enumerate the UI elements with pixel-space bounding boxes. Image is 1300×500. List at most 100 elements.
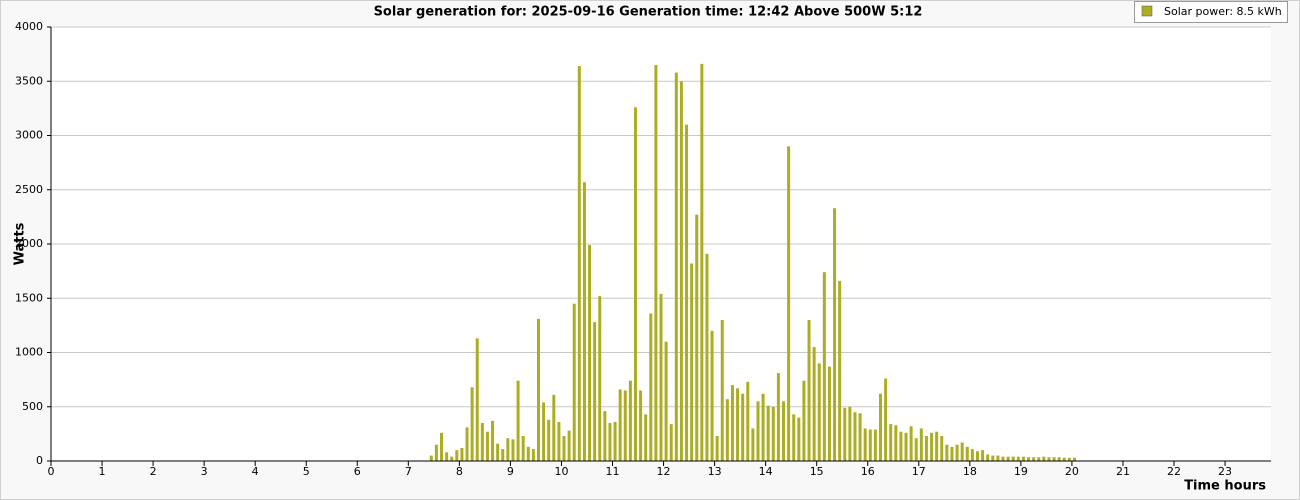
bar [868,429,872,461]
x-tick-label: 12 [657,465,671,478]
bar [833,208,837,461]
x-tick-label: 20 [1065,465,1079,478]
bar [878,393,882,461]
y-tick-label: 1500 [15,291,43,304]
x-tick-label: 19 [1014,465,1028,478]
bar [1062,457,1066,461]
bar [797,417,801,461]
x-tick-label: 7 [405,465,412,478]
x-tick-label: 16 [861,465,875,478]
bar [736,388,740,461]
bar [848,406,852,461]
bar [470,387,474,461]
bar [945,444,949,461]
bar [1052,457,1056,461]
bar [761,393,765,461]
bar [572,303,576,461]
bar [1072,457,1076,461]
bar [440,432,444,461]
bar [1021,456,1025,461]
legend: Solar power: 8.5 kWh [1134,1,1288,23]
x-tick-label: 2 [150,465,157,478]
bar [1047,457,1051,461]
bar [909,426,913,461]
bar [623,390,627,461]
bar [598,296,602,461]
y-tick-label: 4000 [15,20,43,33]
x-tick-label: 5 [303,465,310,478]
bar [450,456,454,461]
bar [812,347,816,461]
x-tick-label: 13 [708,465,722,478]
bar [1016,456,1020,461]
bar [950,446,954,461]
bar [613,421,617,461]
chart-title: Solar generation for: 2025-09-16 Generat… [374,5,923,20]
x-tick-label: 4 [252,465,259,478]
y-tick-label: 0 [36,454,43,467]
bar [445,452,449,461]
x-tick-label: 21 [1116,465,1130,478]
bar [455,450,459,461]
bar [1027,457,1031,461]
bar [771,406,775,461]
bar [664,341,668,461]
bar [685,124,689,462]
bar [715,436,719,461]
bar [669,424,673,461]
bar [485,431,489,461]
bar [526,446,530,461]
bar [511,439,515,461]
x-tick-label: 1 [99,465,106,478]
legend-box [1134,1,1288,23]
bar [776,373,780,461]
bar [536,318,540,461]
bar [1067,457,1071,461]
x-tick-label: 22 [1167,465,1181,478]
bar [557,421,561,461]
bar [618,389,622,461]
bar [746,381,750,461]
bar [429,455,433,461]
y-tick-label: 500 [22,400,43,413]
bar [639,390,643,461]
bar [720,319,724,461]
bar [659,293,663,461]
x-tick-label: 14 [759,465,773,478]
bar [904,432,908,461]
x-tick-label: 10 [554,465,568,478]
bar [1001,456,1005,461]
bar [700,63,704,461]
bar [460,447,464,461]
bar [516,380,520,461]
bar [690,263,694,461]
bar [986,454,990,461]
x-tick-label: 3 [201,465,208,478]
bar [506,438,510,461]
legend-swatch [1141,5,1153,17]
bar [491,420,495,461]
y-axis-label: Watts [13,222,28,265]
bar [802,380,806,461]
bar [730,385,734,461]
bar [817,363,821,461]
bar [787,146,791,461]
bar [792,414,796,461]
bar [930,432,934,461]
bar [608,423,612,461]
bar [577,66,581,461]
bar [588,245,592,461]
bar [975,451,979,461]
bar [567,430,571,461]
bar [782,401,786,461]
bar [991,455,995,461]
bar [889,424,893,461]
bar [465,427,469,461]
bar [858,413,862,461]
bar [914,438,918,461]
x-tick-label: 17 [912,465,926,478]
bar [741,393,745,461]
bar [873,429,877,461]
